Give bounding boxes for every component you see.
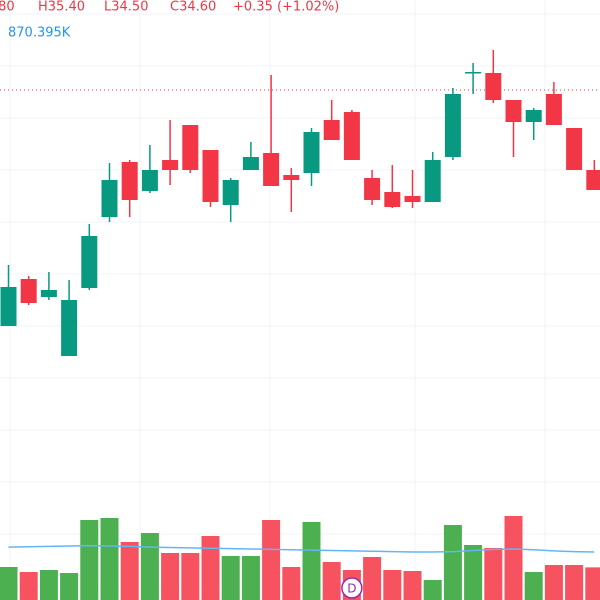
candle-body [242,157,259,170]
candle-body [525,110,542,122]
candle-body [343,112,360,160]
ohlc-value: H35.40 [38,0,85,15]
candle-body [222,180,239,205]
volume-bar [504,516,523,600]
candle-body [141,170,158,191]
volume-bar [585,567,600,600]
candle-body [121,162,138,200]
volume-bar [241,556,260,600]
volume-bar [464,544,483,600]
volume-bar [565,565,584,600]
volume-bar [484,547,503,600]
volume-bar [282,567,301,600]
volume-bar [19,571,38,600]
dividend-marker [341,577,363,599]
candle-body [263,153,280,186]
candle-body [182,125,199,170]
volume-bar [140,532,159,600]
candle-body [303,132,320,173]
volume-bar [403,571,422,600]
candle-body [20,279,37,303]
volume-bar [60,573,79,600]
candle-body [364,178,381,200]
volume-bar [524,571,543,600]
volume-bar [201,535,220,600]
volume-bar [39,570,58,600]
candle-body [566,128,583,170]
volume-bar [100,517,119,600]
candle-body [586,170,600,190]
volume-bar [383,570,402,600]
ohlc-value: C34.60 [170,0,216,15]
candle-body [101,180,118,217]
volume-bar [363,556,382,600]
volume-bar [120,541,139,600]
candle-body [202,150,219,202]
candle-body [283,175,300,180]
volume-value: 870.395K [8,26,71,41]
volume-bar [262,520,281,600]
volume-bar [161,553,180,600]
volume-bar [181,553,200,600]
legend: .80 H35.40 L34.50 C34.60 +0.35 (+1.02%) 870.3… [0,0,339,41]
candle-body [465,72,482,74]
plot: D [0,50,600,600]
candle-body [61,300,78,356]
ohlc-value: +0.35 (+1.02%) [233,0,339,15]
dividend-marker-label: D [347,582,356,596]
volume-ma-line [8,544,595,553]
candle-body [485,73,502,100]
candle-body [384,192,401,207]
ohlc-value: L34.50 [104,0,148,15]
candle-body [505,100,522,122]
volume-bar [423,580,442,600]
volume-bar [322,562,341,600]
volume-bar [302,522,321,600]
candle-body [444,94,461,157]
volume-bar [443,525,462,600]
ohlc-value: .80 [0,0,15,15]
candle-body [40,290,57,297]
candle-body [424,160,441,202]
volume-bar [80,520,99,600]
candle-body [0,287,17,326]
candle-body [162,160,179,170]
volume-bar [221,556,240,600]
candle-body [323,120,340,140]
candle-body [81,236,98,288]
volume-bar [544,565,563,600]
candle-body [404,196,421,202]
volume-bar [0,567,18,600]
candle-body [545,94,562,125]
